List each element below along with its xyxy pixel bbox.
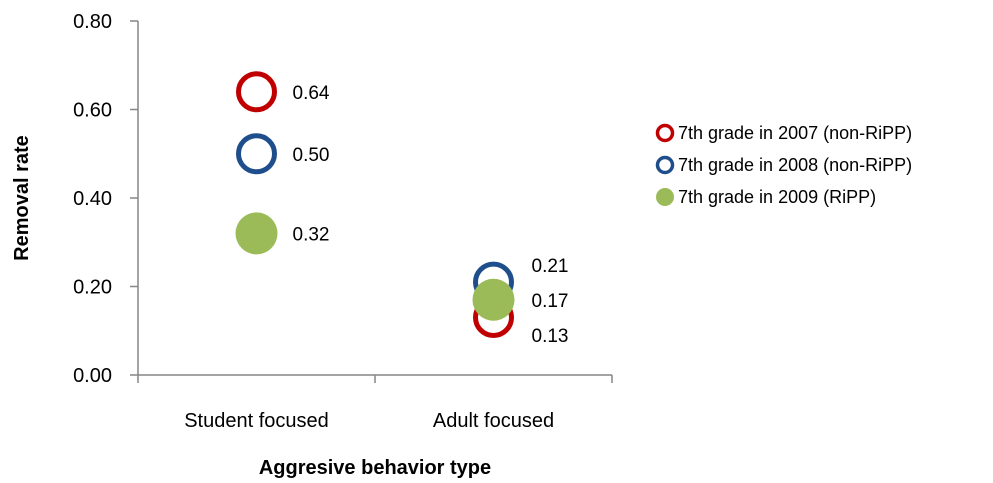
axes (137, 21, 612, 376)
legend-label: 7th grade in 2009 (RiPP) (678, 187, 876, 207)
y-axis-title: Removal rate (11, 135, 33, 261)
data-point (472, 278, 515, 321)
y-ticks: 0.00 0.20 0.40 0.60 0.80 (73, 11, 138, 387)
data-point (236, 133, 277, 175)
y-tick-label: 0.40 (73, 188, 112, 210)
legend-label: 7th grade in 2007 (non-RiPP) (678, 123, 912, 143)
data-label: 0.21 (532, 256, 569, 277)
x-axis-title: Aggresive behavior type (259, 457, 491, 479)
x-category-label: Adult focused (433, 410, 554, 432)
y-tick-label: 0.00 (73, 365, 112, 387)
y-tick-label: 0.20 (73, 277, 112, 299)
y-tick-label: 0.60 (73, 100, 112, 122)
legend-label: 7th grade in 2008 (non-RiPP) (678, 155, 912, 175)
data-label: 0.17 (532, 291, 569, 312)
legend-marker (656, 188, 674, 206)
data-label: 0.50 (293, 145, 330, 166)
data-points (235, 71, 515, 338)
y-tick-label: 0.80 (73, 11, 112, 33)
x-category-label: Student focused (184, 410, 329, 432)
data-label: 0.32 (293, 224, 330, 245)
data-label: 0.64 (293, 83, 330, 104)
data-point (236, 71, 277, 113)
legend-marker (655, 123, 675, 143)
legend: 7th grade in 2007 (non-RiPP) 7th grade in… (655, 123, 912, 207)
legend-marker (655, 155, 675, 175)
data-labels: 0.64 0.13 0.50 0.21 0.32 0.17 (293, 83, 569, 347)
x-ticks: Student focused Adult focused (137, 375, 613, 432)
data-label: 0.13 (532, 326, 569, 347)
data-point (235, 212, 278, 255)
